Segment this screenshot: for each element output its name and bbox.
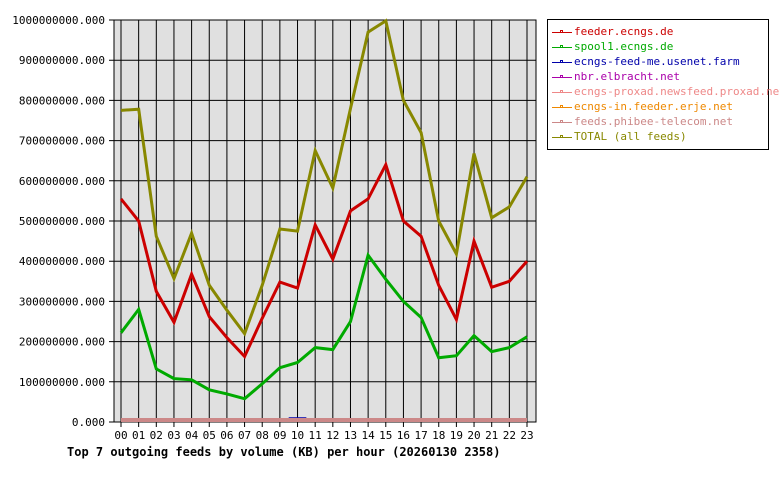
x-tick-label: 19	[450, 429, 463, 442]
legend-label: spool1.ecngs.de	[574, 40, 674, 53]
legend-item: nbr.elbracht.net	[552, 69, 768, 84]
x-tick-label: 14	[362, 429, 376, 442]
legend-label: feeder.ecngs.de	[574, 25, 674, 38]
legend-line-marker-icon	[552, 27, 572, 37]
legend-label: feeds.phibee-telecom.net	[574, 115, 733, 128]
legend-line-marker-icon	[552, 57, 572, 67]
x-tick-label: 00	[114, 429, 127, 442]
y-tick-label: 0.000	[72, 416, 105, 429]
y-tick-label: 100000000.000	[19, 376, 105, 389]
y-tick-label: 700000000.000	[19, 135, 105, 148]
x-tick-label: 01	[132, 429, 145, 442]
y-tick-label: 300000000.000	[19, 295, 105, 308]
y-tick-label: 1000000000.000	[12, 14, 105, 27]
legend-item: feeder.ecngs.de	[552, 24, 768, 39]
x-tick-label: 10	[291, 429, 304, 442]
y-tick-label: 600000000.000	[19, 175, 105, 188]
y-tick-label: 200000000.000	[19, 336, 105, 349]
series-line	[120, 18, 529, 337]
x-tick-label: 15	[379, 429, 392, 442]
y-tick-label: 500000000.000	[19, 215, 105, 228]
legend-line-marker-icon	[552, 132, 572, 142]
x-tick-label: 03	[167, 429, 180, 442]
x-axis-ticks: 00 01 02 03 04 05 06 07 08 09 10 11 12 13 14 15 16 17 18 19…	[114, 429, 533, 442]
legend-label: ecngs-in.feeder.erje.net	[574, 100, 733, 113]
legend-label: ecngs-proxad.newsfeed.proxad.net	[574, 85, 780, 98]
legend-line-marker-icon	[552, 117, 572, 127]
x-tick-label: 07	[238, 429, 251, 442]
legend-item: TOTAL (all feeds)	[552, 129, 768, 144]
series-lines	[119, 18, 529, 422]
y-tick-label: 400000000.000	[19, 255, 105, 268]
y-tick-label: 900000000.000	[19, 54, 105, 67]
x-tick-label: 13	[344, 429, 357, 442]
legend-item: ecngs-proxad.newsfeed.proxad.net	[552, 84, 780, 99]
legend: feeder.ecngs.de spool1.ecngs.de ecngs-feed…	[547, 19, 780, 150]
x-tick-label: 06	[220, 429, 233, 442]
x-tick-label: 09	[273, 429, 286, 442]
x-tick-label: 23	[520, 429, 533, 442]
x-tick-label: 16	[397, 429, 410, 442]
legend-label: ecngs-feed-me.usenet.farm	[574, 55, 740, 68]
x-tick-label: 18	[432, 429, 445, 442]
x-tick-label: 11	[309, 429, 322, 442]
x-tick-label: 22	[503, 429, 516, 442]
legend-item: spool1.ecngs.de	[552, 39, 768, 54]
y-tick-label: 800000000.000	[19, 94, 105, 107]
x-tick-label: 04	[185, 429, 199, 442]
legend-item: feeds.phibee-telecom.net	[552, 114, 768, 129]
series-line	[119, 160, 529, 360]
x-tick-label: 21	[485, 429, 498, 442]
x-tick-label: 17	[414, 429, 427, 442]
legend-line-marker-icon	[552, 87, 572, 97]
legend-line-marker-icon	[552, 42, 572, 52]
x-tick-label: 08	[256, 429, 269, 442]
chart-title: Top 7 outgoing feeds by volume (KB) per …	[67, 445, 500, 459]
x-tick-label: 02	[150, 429, 163, 442]
legend-line-marker-icon	[552, 72, 572, 82]
x-tick-label: 12	[326, 429, 339, 442]
legend-item: ecngs-feed-me.usenet.farm	[552, 54, 768, 69]
legend-label: nbr.elbracht.net	[574, 70, 680, 83]
legend-item: ecngs-in.feeder.erje.net	[552, 99, 768, 114]
legend-line-marker-icon	[552, 102, 572, 112]
series-line	[119, 251, 528, 401]
x-tick-label: 05	[203, 429, 216, 442]
legend-label: TOTAL (all feeds)	[574, 130, 687, 143]
x-tick-label: 20	[467, 429, 480, 442]
y-axis-ticks: 0.000 100000000.000 200000000.000 300000000…	[12, 14, 105, 429]
